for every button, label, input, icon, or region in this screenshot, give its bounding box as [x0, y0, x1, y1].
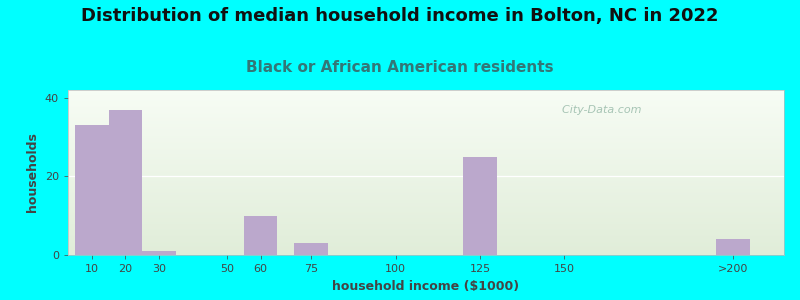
Bar [717, 239, 750, 255]
Bar [142, 251, 176, 255]
Bar [463, 157, 497, 255]
X-axis label: household income ($1000): household income ($1000) [333, 280, 519, 292]
Bar [294, 243, 328, 255]
Text: Black or African American residents: Black or African American residents [246, 60, 554, 75]
Y-axis label: households: households [26, 133, 39, 212]
Bar [109, 110, 142, 255]
Bar [74, 125, 109, 255]
Bar [244, 216, 278, 255]
Text: Distribution of median household income in Bolton, NC in 2022: Distribution of median household income … [82, 8, 718, 26]
Text: City-Data.com: City-Data.com [555, 105, 642, 115]
